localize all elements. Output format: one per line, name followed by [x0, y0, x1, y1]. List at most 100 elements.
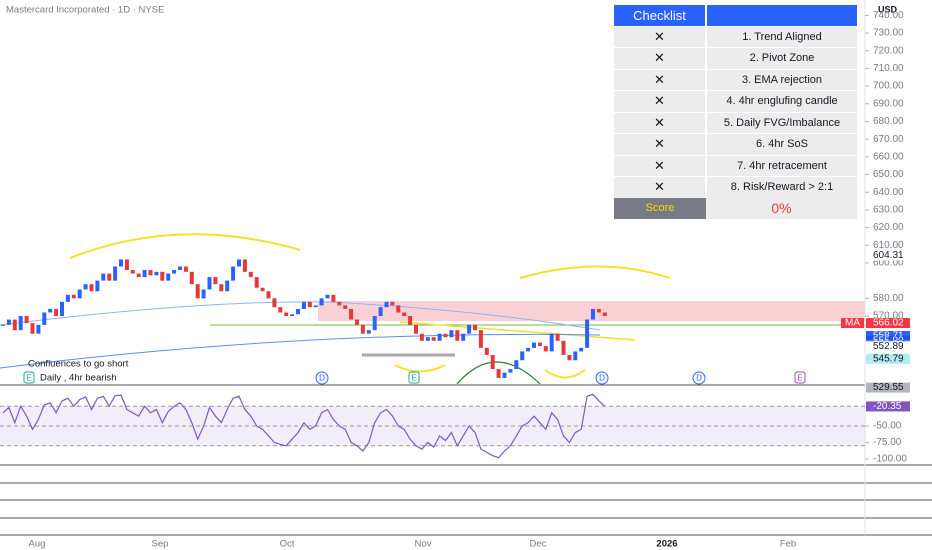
y-tick-label: 670.00	[873, 134, 904, 145]
candle	[596, 308, 601, 313]
y-tick-label: 570.00	[873, 311, 904, 322]
y-tick-label: 700.00	[873, 81, 904, 92]
y-tick-label: 600.00	[873, 258, 904, 269]
event-marker-bg	[315, 371, 329, 385]
checklist-row: ✕ 3. EMA rejection	[614, 68, 857, 91]
currency: USD	[878, 4, 898, 14]
checklist-title: Checklist	[614, 5, 706, 26]
symbol-header: Mastercard Incorporated · 1D · NYSE	[6, 5, 164, 16]
y-tick-label: 630.00	[873, 205, 904, 216]
candle	[555, 333, 560, 341]
candle	[591, 308, 595, 320]
candle	[366, 330, 371, 334]
rsi-tick-label: -50.00	[873, 421, 902, 432]
event-marker-bg	[23, 371, 35, 384]
candle	[343, 305, 348, 309]
checklist-item: 4. 4hr englufing candle	[705, 90, 857, 112]
price-tag-label: 545.79	[873, 353, 904, 364]
arc	[69, 233, 301, 259]
checklist-row: ✕ 6. 4hr SoS	[614, 133, 857, 155]
candle	[467, 324, 472, 334]
candle	[396, 305, 401, 313]
candle	[219, 284, 224, 292]
event-marker: D	[696, 374, 702, 383]
checklist-row: ✕ 8. Risk/Reward > 2:1	[614, 176, 857, 198]
candle	[77, 289, 82, 299]
check-mark: ✕	[614, 133, 706, 155]
score-value: 0%	[706, 197, 857, 219]
y-tick-label: 640.00	[873, 187, 904, 198]
candle	[36, 324, 41, 334]
candle	[490, 354, 495, 370]
candle	[124, 259, 129, 271]
candle	[148, 270, 153, 276]
candle	[414, 324, 418, 334]
event-marker: E	[797, 374, 802, 383]
candle	[189, 271, 194, 285]
candle	[48, 308, 53, 313]
candle	[473, 324, 477, 331]
candle	[242, 259, 247, 272]
price-tag	[866, 318, 910, 329]
price-tag-name: MA	[845, 318, 860, 329]
arc	[544, 369, 586, 379]
event-marker: D	[599, 374, 605, 383]
candle	[42, 312, 47, 325]
checklist-row: ✕ 2. Pivot Zone	[614, 47, 857, 69]
candle	[95, 280, 100, 292]
annotation: Daily , 4hr bearish	[40, 373, 117, 384]
candle	[313, 305, 318, 308]
checklist: Checklist ✕ 1. Trend Aligned ✕ 2. Pivot Zon…	[614, 5, 857, 219]
y-tick-label: 680.00	[873, 116, 904, 127]
candle	[71, 294, 76, 299]
candle	[160, 271, 165, 281]
candle	[360, 324, 365, 334]
x-tick-label: 2026	[656, 539, 677, 550]
candle	[142, 270, 147, 278]
candle	[278, 307, 283, 313]
candle	[461, 333, 466, 341]
rsi-band	[0, 406, 865, 446]
checklist-item: 5. Daily FVG/Imbalance	[705, 111, 857, 134]
price-tag	[866, 382, 910, 393]
candle	[449, 330, 454, 338]
candle	[6, 319, 11, 325]
y-tick-label: 730.00	[873, 28, 904, 39]
candle	[514, 360, 519, 370]
moving-average	[0, 301, 601, 331]
candle	[331, 294, 336, 302]
candle	[172, 270, 177, 274]
x-tick-label: Feb	[780, 539, 796, 550]
candle	[284, 312, 289, 317]
event-marker-bg	[794, 371, 806, 384]
event-marker-bg	[692, 371, 706, 385]
candle	[54, 308, 59, 317]
event-marker: E	[26, 374, 31, 383]
price-tag	[866, 353, 910, 364]
x-tick-label: Dec	[530, 539, 547, 550]
checklist-item: 6. 4hr SoS	[705, 133, 857, 155]
candle	[419, 333, 424, 341]
candle	[325, 294, 330, 299]
candle	[378, 307, 383, 317]
candle	[166, 273, 171, 281]
candle	[24, 316, 29, 324]
x-tick-label: Nov	[415, 539, 432, 550]
candle	[60, 301, 64, 317]
candle	[201, 289, 206, 299]
candle	[178, 266, 182, 271]
moving-average	[0, 333, 601, 369]
rsi-tick-label: -100.00	[873, 454, 907, 465]
candle	[455, 330, 460, 341]
candle	[107, 273, 112, 281]
checklist-header-cell	[705, 5, 857, 26]
candle	[307, 301, 312, 308]
checklist-item: 1. Trend Aligned	[705, 25, 857, 48]
candle	[130, 270, 135, 274]
candle	[602, 312, 607, 317]
check-mark: ✕	[614, 111, 706, 134]
candle	[355, 319, 359, 325]
candle	[573, 351, 578, 361]
candle	[301, 301, 306, 309]
candle	[89, 284, 94, 292]
